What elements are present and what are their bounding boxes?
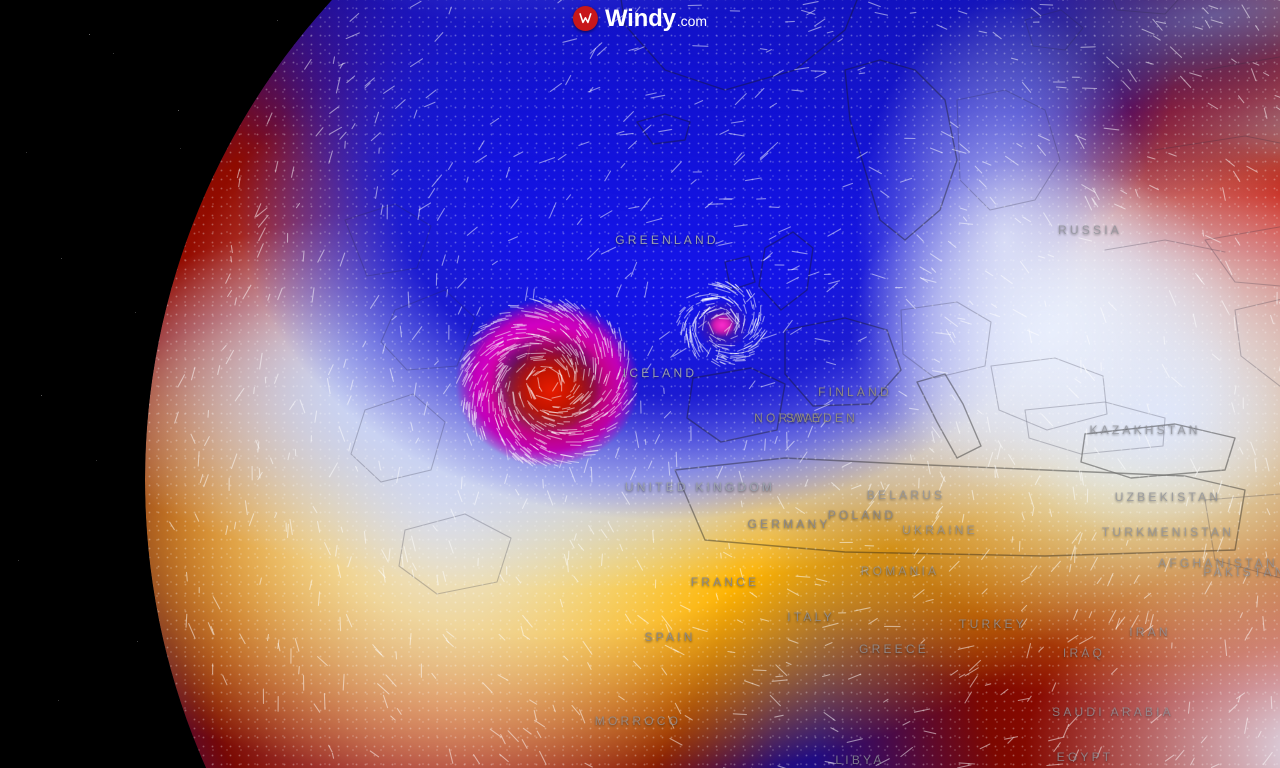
star <box>137 641 138 642</box>
star <box>18 560 19 561</box>
star <box>180 148 181 149</box>
star <box>96 460 97 461</box>
star <box>277 20 278 21</box>
star <box>61 258 63 260</box>
star <box>41 395 43 397</box>
brand-word: Windy <box>604 4 676 32</box>
limb-darkening <box>145 0 1280 768</box>
brand-tld: .com <box>676 12 708 29</box>
earth-globe[interactable] <box>145 0 1280 768</box>
windy-wordmark: Windy .com <box>604 4 708 32</box>
windy-logo-icon <box>572 6 598 31</box>
star <box>89 34 91 36</box>
star <box>135 312 136 313</box>
star <box>178 110 180 112</box>
star <box>113 53 114 54</box>
star <box>26 152 27 153</box>
star <box>58 700 60 702</box>
windy-logo[interactable]: Windy .com <box>572 4 708 32</box>
